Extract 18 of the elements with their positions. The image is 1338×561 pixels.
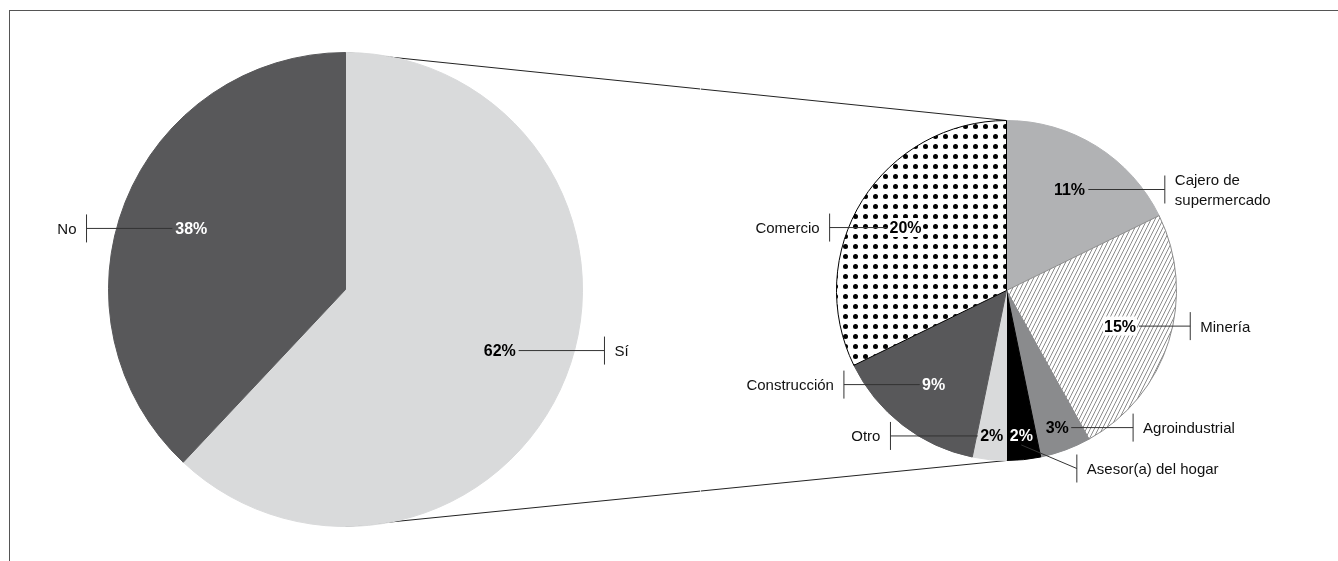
slice-label: Minería xyxy=(1200,317,1251,335)
data-label: 9% xyxy=(922,376,946,394)
slice-label: Otro xyxy=(851,427,881,445)
data-label: 20% xyxy=(889,219,922,237)
slice-label: Sí xyxy=(614,342,630,360)
slice-label: Cajero de supermercado xyxy=(1174,171,1271,208)
data-label: 11% xyxy=(1053,181,1086,199)
data-label: 38% xyxy=(175,219,208,237)
data-label: 3% xyxy=(1045,419,1069,437)
slice-label: Construcción xyxy=(746,376,834,394)
slice-label: Comercio xyxy=(755,219,820,237)
slice-label: No xyxy=(57,219,77,237)
data-label: 62% xyxy=(483,342,516,360)
data-label: 2% xyxy=(1009,427,1033,445)
data-label: 2% xyxy=(980,427,1004,445)
slice-label: Asesor(a) del hogar xyxy=(1086,460,1219,477)
data-label: 15% xyxy=(1104,317,1137,335)
slice-label: Agroindustrial xyxy=(1143,419,1235,437)
